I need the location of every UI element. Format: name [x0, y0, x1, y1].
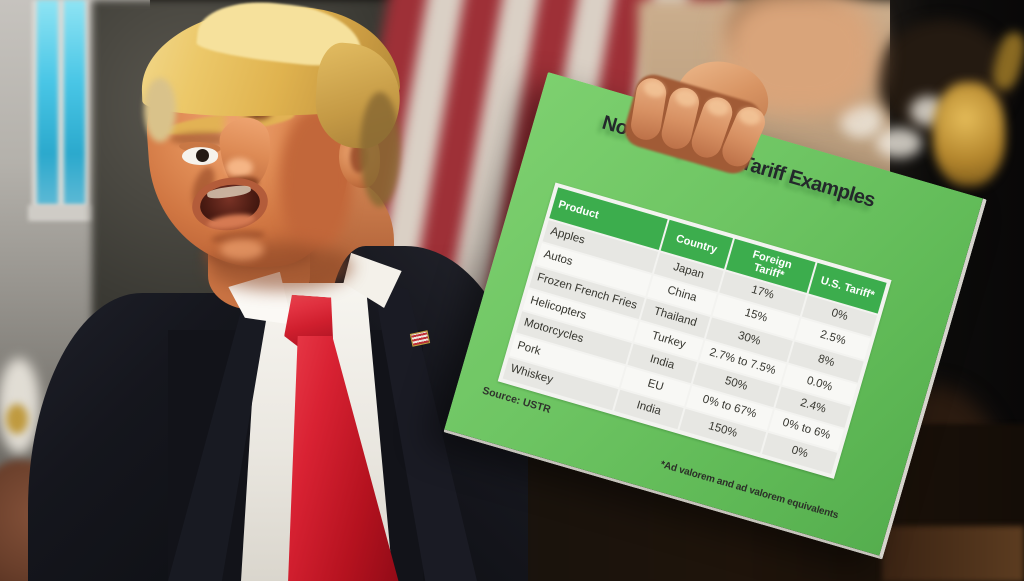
window-pane [64, 0, 85, 205]
chin-highlight [220, 239, 264, 260]
hair-temple [144, 78, 176, 142]
flag-star-blur [840, 104, 882, 138]
window [32, 0, 90, 218]
pupil [196, 149, 209, 162]
wood-table [882, 526, 1024, 581]
window-sill [28, 205, 94, 221]
flag-star-blur [876, 128, 922, 158]
wall-decor-gold [6, 404, 28, 434]
flag-tassel [933, 82, 1005, 186]
tariff-table: Product Country Foreign Tariff* U.S. Tar… [497, 182, 892, 479]
hair-back [360, 92, 400, 207]
nose-highlight [226, 158, 253, 177]
window-pane [37, 0, 58, 205]
